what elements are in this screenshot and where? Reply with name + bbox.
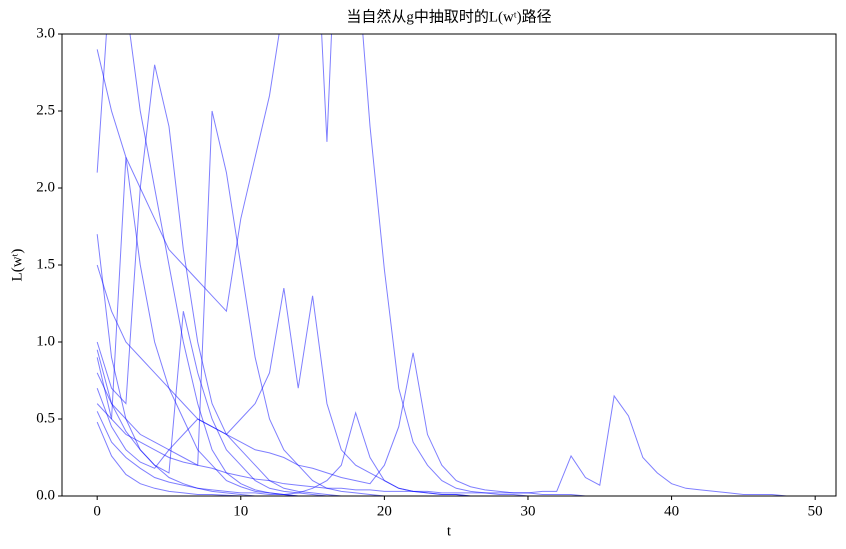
series-line (96, 349, 801, 496)
chart-title: 当自然从g中抽取时的L(wᵗ)路径 (346, 8, 551, 25)
series-line (96, 411, 801, 496)
y-tick-label: 3.0 (36, 25, 55, 41)
series-line (96, 34, 801, 496)
y-tick-label: 1.0 (36, 333, 55, 349)
series-line (96, 110, 801, 496)
series-line (96, 234, 801, 496)
series-line (96, 34, 801, 496)
y-tick-label: 0.5 (36, 410, 55, 426)
series-line (96, 157, 801, 496)
x-tick-label: 40 (664, 503, 679, 519)
y-tick-label: 1.5 (36, 256, 55, 272)
x-tick-label: 30 (520, 503, 535, 519)
x-tick-label: 0 (93, 503, 101, 519)
series-line (96, 264, 801, 496)
plot-frame (61, 33, 837, 497)
x-tick-label: 10 (233, 503, 248, 519)
series-line (96, 421, 801, 496)
x-tick-label: 50 (808, 503, 823, 519)
series-line (96, 394, 801, 496)
x-tick-label: 20 (377, 503, 392, 519)
y-tick-label: 2.5 (36, 102, 55, 118)
series-line (96, 288, 801, 496)
plot-lines (96, 34, 801, 496)
y-tick-label: 2.0 (36, 179, 55, 195)
y-axis-label: L(wᵗ) (9, 249, 25, 282)
x-axis-label: t (447, 523, 452, 539)
series-line (96, 64, 801, 496)
y-tick-label: 0.0 (36, 487, 55, 503)
